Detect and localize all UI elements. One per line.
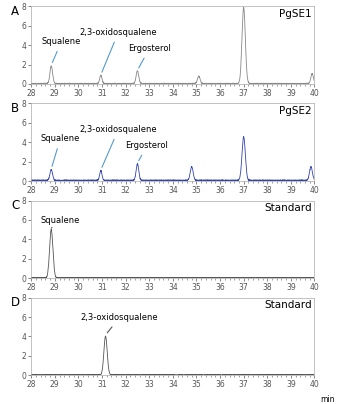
Text: PgSE1: PgSE1 bbox=[279, 8, 312, 19]
Text: PgSE2: PgSE2 bbox=[279, 106, 312, 116]
Text: Standard: Standard bbox=[264, 300, 312, 310]
Text: 2,3-oxidosqualene: 2,3-oxidosqualene bbox=[81, 313, 158, 333]
Text: 2,3-oxidosqualene: 2,3-oxidosqualene bbox=[80, 125, 157, 167]
Text: Standard: Standard bbox=[264, 203, 312, 213]
Text: D: D bbox=[11, 296, 21, 309]
Text: 2,3-oxidosqualene: 2,3-oxidosqualene bbox=[80, 28, 157, 72]
Text: C: C bbox=[11, 199, 20, 212]
Text: Ergosterol: Ergosterol bbox=[126, 141, 168, 161]
Text: min: min bbox=[320, 395, 335, 404]
Text: Squalene: Squalene bbox=[41, 134, 80, 166]
Text: Squalene: Squalene bbox=[42, 37, 81, 63]
Text: B: B bbox=[11, 102, 20, 115]
Text: A: A bbox=[11, 5, 19, 18]
Text: Ergosterol: Ergosterol bbox=[128, 44, 171, 68]
Text: Squalene: Squalene bbox=[41, 216, 80, 228]
